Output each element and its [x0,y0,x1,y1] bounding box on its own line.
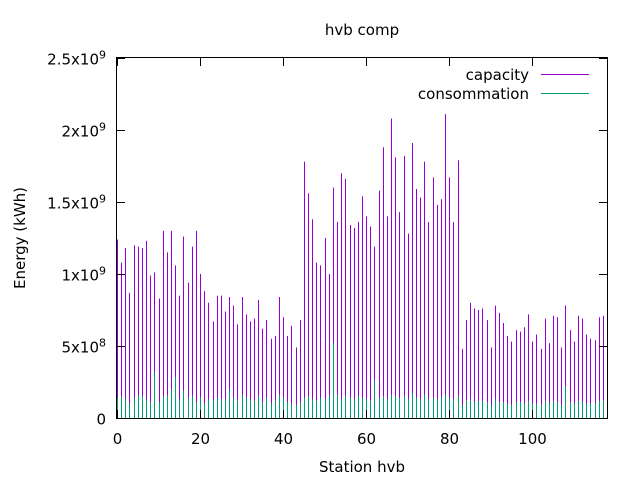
x-tick-label-4: 80 [440,430,459,448]
legend: capacity consommation [418,66,589,103]
y-tick-label-1: 5x108 [61,336,106,357]
legend-label-consommation: consommation [418,85,529,103]
y-tick-label-4: 2x109 [61,120,106,141]
y-tick-label-2: 1x109 [61,264,106,285]
y-tick-label-5: 2.5x109 [47,48,106,69]
x-tick-label-3: 60 [357,430,376,448]
x-tick-label-5: 100 [518,430,547,448]
x-tick-label-0: 0 [113,430,123,448]
y-tick-label-0: 0 [96,411,106,429]
x-axis: 0 20 40 60 80 100 [113,58,547,448]
x-tick-label-2: 40 [274,430,293,448]
capacity-series [117,114,604,418]
legend-label-capacity: capacity [466,66,529,84]
plot-frame [116,57,608,419]
x-axis-title: Station hvb [319,458,405,476]
y-axis: 0 5x108 1x109 1.5x109 2x109 2.5x109 [47,48,607,429]
consommation-series [117,343,604,418]
y-axis-title: Energy (kWh) [11,187,29,289]
x-tick-label-1: 20 [191,430,210,448]
y-tick-label-3: 1.5x109 [47,192,106,213]
chart-title: hvb comp [325,21,399,39]
